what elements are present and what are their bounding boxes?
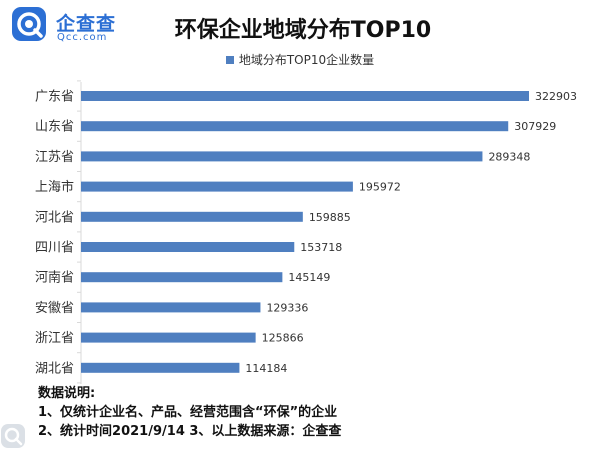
legend-swatch <box>225 56 234 64</box>
category-label: 浙江省 <box>35 331 74 346</box>
value-label: 159885 <box>309 211 351 224</box>
value-label: 195972 <box>359 181 401 194</box>
value-label: 129336 <box>266 301 308 314</box>
bar <box>81 332 256 343</box>
bar <box>81 181 353 192</box>
category-label: 山东省 <box>35 120 74 135</box>
category-label: 江苏省 <box>35 149 74 165</box>
notes-line-2: 2、统计时间2021/9/14 3、以上数据来源：企查查 <box>38 424 342 439</box>
bar <box>81 302 261 313</box>
qcc-logo: 企查查 Qcc.com <box>10 5 150 45</box>
bar <box>81 272 283 283</box>
bar <box>81 211 303 222</box>
bar <box>81 242 295 252</box>
logo-name-en: Qcc.com <box>57 32 108 43</box>
value-label: 114184 <box>245 362 287 375</box>
value-label: 145149 <box>288 271 330 284</box>
category-label: 上海市 <box>35 179 74 195</box>
bar <box>81 362 240 373</box>
category-label: 四川省 <box>35 241 74 256</box>
bar <box>81 151 483 162</box>
chart-title: 环保企业地域分布TOP10 <box>174 18 432 43</box>
value-label: 322903 <box>535 90 577 103</box>
category-label: 安徽省 <box>35 301 74 316</box>
value-label: 289348 <box>488 150 530 163</box>
bar <box>81 91 529 101</box>
notes-heading: 数据说明: <box>38 386 96 401</box>
category-label: 河南省 <box>35 270 74 286</box>
chart-legend: 地域分布TOP10企业数量 <box>0 51 600 68</box>
category-label: 湖北省 <box>35 361 74 376</box>
watermark-icon <box>1 424 25 448</box>
logo-name-cn: 企查查 <box>56 13 117 35</box>
data-notes: 数据说明: 1、仅统计企业名、产品、经营范围含“环保”的企业 2、统计时间202… <box>38 384 341 441</box>
value-label: 307929 <box>514 120 556 133</box>
legend-label: 地域分布TOP10企业数量 <box>238 53 375 67</box>
value-label: 153718 <box>300 241 342 254</box>
notes-line-1: 1、仅统计企业名、产品、经营范围含“环保”的企业 <box>38 405 338 420</box>
category-label: 河北省 <box>35 210 74 225</box>
category-label: 广东省 <box>35 90 74 105</box>
qcc-logo-icon <box>12 7 46 41</box>
bar <box>81 121 509 132</box>
value-label: 125866 <box>262 332 304 345</box>
